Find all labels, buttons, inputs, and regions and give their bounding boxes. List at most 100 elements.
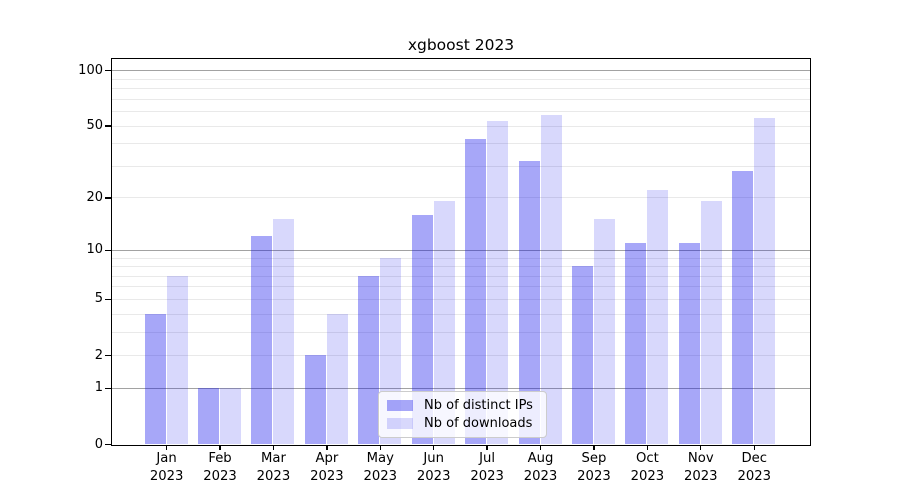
xtick-label-jan: Jan 2023 [135, 450, 199, 485]
xtick-year-aug: 2023 [523, 468, 558, 484]
xtick-year-oct: 2023 [630, 468, 665, 484]
ytick-mark-2 [105, 354, 111, 357]
xtick-year-jul: 2023 [470, 468, 504, 484]
bar-nb-of-distinct-ips-may [358, 275, 380, 444]
xtick-mark-jul [486, 445, 488, 450]
legend-swatch-downloads [387, 418, 413, 429]
ytick-mark-50 [105, 125, 111, 127]
xtick-label-feb: Feb 2023 [188, 450, 252, 485]
xtick-mark-oct [646, 445, 649, 450]
plot-area: Nb of distinct IPs Nb of downloads [111, 57, 811, 446]
xtick-month-jul: Jul [479, 451, 496, 466]
xtick-label-may: May 2023 [348, 450, 412, 485]
gridline-minor-80 [112, 88, 810, 90]
gridline-2 [112, 355, 810, 357]
bar-nb-of-distinct-ips-dec [732, 171, 754, 444]
xtick-year-jun: 2023 [416, 468, 451, 484]
gridline-decade-100 [112, 70, 810, 72]
xtick-month-mar: Mar [260, 451, 286, 466]
xtick-mark-may [379, 445, 381, 450]
ytick-label-20: 20 [86, 189, 103, 205]
xtick-year-may: 2023 [363, 468, 398, 484]
xtick-month-jun: Jun [423, 451, 444, 466]
legend-item-distinct-ips: Nb of distinct IPs [387, 397, 538, 415]
gridline-minor-70 [112, 98, 810, 100]
legend: Nb of distinct IPs Nb of downloads [378, 390, 547, 438]
xtick-label-sep: Sep 2023 [562, 450, 626, 485]
legend-item-downloads: Nb of downloads [387, 415, 538, 433]
xtick-year-mar: 2023 [256, 468, 291, 484]
xtick-mark-feb [219, 445, 221, 450]
gridline-decade-10 [112, 249, 810, 251]
ytick-mark-10 [105, 249, 111, 251]
xtick-label-jun: Jun 2023 [402, 450, 466, 485]
ytick-label-2: 2 [94, 347, 103, 363]
ytick-label-10: 10 [86, 242, 103, 258]
xtick-year-jan: 2023 [149, 468, 184, 484]
xtick-month-aug: Aug [527, 451, 554, 466]
xtick-label-apr: Apr 2023 [295, 450, 359, 485]
gridline-minor-90 [112, 78, 810, 80]
xtick-month-may: May [366, 451, 394, 466]
legend-label-distinct-ips: Nb of distinct IPs [424, 397, 533, 413]
bar-nb-of-distinct-ips-oct [625, 242, 647, 444]
gridline-minor-7 [112, 275, 810, 277]
xtick-label-jul: Jul 2023 [455, 450, 519, 485]
xtick-month-jan: Jan [156, 451, 177, 466]
gridline-minor-3 [112, 331, 810, 333]
gridline-5 [112, 298, 810, 300]
xtick-label-mar: Mar 2023 [241, 450, 305, 485]
ytick-mark-20 [105, 197, 111, 199]
bar-nb-of-distinct-ips-jun [411, 214, 433, 444]
xtick-mark-mar [272, 445, 275, 450]
xtick-label-aug: Aug 2023 [509, 450, 573, 485]
xtick-month-apr: Apr [315, 451, 339, 466]
bar-nb-of-downloads-feb [220, 387, 242, 444]
bar-nb-of-distinct-ips-apr [304, 355, 326, 444]
bar-nb-of-downloads-dec [754, 117, 776, 444]
bar-nb-of-distinct-ips-feb [198, 387, 220, 444]
bar-nb-of-distinct-ips-nov [678, 242, 700, 444]
bar-nb-of-downloads-jul [487, 120, 509, 444]
bar-nb-of-downloads-jan [166, 275, 188, 444]
gridline-minor-30 [112, 165, 810, 167]
gridline-minor-6 [112, 286, 810, 288]
xtick-mark-dec [753, 445, 755, 450]
xtick-year-nov: 2023 [684, 468, 718, 484]
gridline-decade-1 [112, 387, 810, 389]
xtick-year-sep: 2023 [577, 468, 611, 484]
xtick-label-oct: Oct 2023 [615, 450, 679, 485]
bar-nb-of-downloads-mar [273, 219, 295, 444]
ytick-mark-0 [105, 443, 111, 446]
chart-title: xgboost 2023 [407, 36, 515, 54]
xtick-mark-jan [165, 445, 168, 450]
xtick-label-nov: Nov 2023 [669, 450, 733, 485]
gridline-20 [112, 197, 810, 199]
bar-nb-of-distinct-ips-jul [465, 139, 487, 444]
xtick-month-sep: Sep [581, 451, 607, 466]
bar-nb-of-downloads-oct [647, 190, 669, 444]
bar-nb-of-distinct-ips-jan [144, 313, 166, 444]
xtick-month-dec: Dec [741, 451, 767, 466]
bar-nb-of-downloads-apr [326, 313, 348, 444]
ytick-mark-5 [105, 298, 111, 301]
xtick-mark-jun [433, 445, 435, 450]
xtick-year-dec: 2023 [737, 468, 771, 484]
bar-nb-of-downloads-jun [433, 201, 455, 444]
gridline-50 [112, 125, 810, 127]
xtick-month-nov: Nov [687, 451, 714, 466]
gridline-minor-8 [112, 266, 810, 268]
bar-nb-of-downloads-nov [700, 201, 722, 444]
ytick-mark-1 [105, 387, 111, 390]
ytick-label-100: 100 [78, 62, 103, 78]
ytick-label-1: 1 [94, 380, 103, 396]
xtick-mark-apr [326, 445, 328, 450]
ytick-label-0: 0 [94, 436, 103, 452]
gridline-minor-9 [112, 257, 810, 259]
xtick-year-feb: 2023 [203, 468, 237, 484]
legend-label-downloads: Nb of downloads [424, 415, 533, 431]
legend-swatch-distinct-ips [387, 400, 413, 411]
ytick-label-50: 50 [86, 118, 103, 134]
bar-nb-of-distinct-ips-sep [571, 266, 593, 444]
